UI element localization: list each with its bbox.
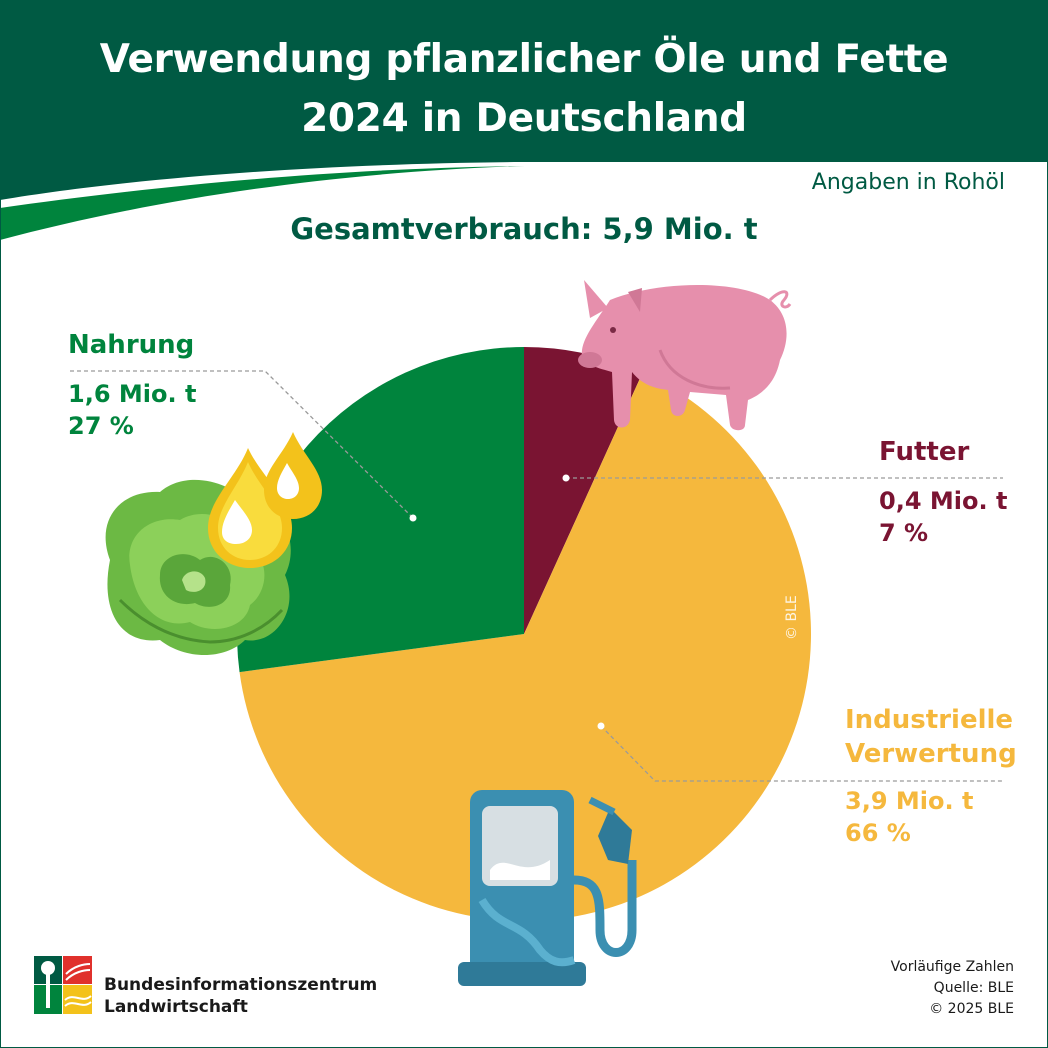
footer-organisation: Bundesinformationszentrum Landwirtschaft (34, 956, 377, 1018)
org-name-line1: Bundesinformationszentrum (104, 975, 378, 995)
page-title-line2: 2024 in Deutschland (301, 96, 747, 141)
org-name: Bundesinformationszentrum Landwirtschaft (104, 974, 377, 1018)
note-source: Quelle: BLE (933, 980, 1014, 996)
org-logo (34, 956, 92, 1014)
header-banner (0, 0, 1048, 240)
note-copyright: © 2025 BLE (929, 1001, 1014, 1017)
org-name-line2: Landwirtschaft (104, 997, 248, 1017)
leader-dot-industrie (597, 722, 605, 730)
watermark: © BLE (784, 595, 800, 640)
unit-note: Angaben in Rohöl (811, 170, 1005, 195)
pie-slices (237, 347, 812, 921)
label-futter-percent: 7 % (879, 519, 929, 547)
label-nahrung-percent: 27 % (68, 412, 134, 440)
footer-notes: Vorläufige Zahlen Quelle: BLE © 2025 BLE (891, 957, 1014, 1020)
oil-drops-icon (208, 432, 322, 568)
page-title-line1: Verwendung pflanzlicher Öle und Fette (99, 37, 949, 82)
label-futter-name: Futter (879, 437, 970, 467)
label-nahrung-name: Nahrung (68, 330, 195, 360)
pie-slice-nahrung (237, 347, 525, 673)
fuel-pump-icon (458, 790, 637, 986)
label-industrie-value: 3,9 Mio. t (845, 787, 974, 815)
label-industrie-name-1: Industrielle (845, 705, 1014, 735)
label-industrie-name-2: Verwertung (845, 739, 1017, 769)
leader-line-industrie (600, 725, 1003, 782)
label-futter: Futter 0,4 Mio. t 7 % (879, 435, 1007, 549)
label-industrie-percent: 66 % (845, 819, 911, 847)
label-nahrung-value: 1,6 Mio. t (68, 380, 197, 408)
label-industrie: Industrielle Verwertung 3,9 Mio. t 66 % (845, 703, 1017, 849)
pig-icon (578, 280, 792, 431)
label-nahrung: Nahrung 1,6 Mio. t 27 % (68, 328, 196, 442)
leader-dot-nahrung (409, 514, 417, 522)
note-preliminary: Vorläufige Zahlen (890, 959, 1014, 975)
total-consumption: Gesamtverbrauch: 5,9 Mio. t (290, 212, 758, 246)
pie-slice-industrielle-verwertung (239, 372, 812, 921)
pie-slice-futter (524, 347, 643, 634)
leader-line-nahrung (70, 370, 413, 518)
leader-dot-futter (562, 474, 570, 482)
label-futter-value: 0,4 Mio. t (879, 487, 1008, 515)
